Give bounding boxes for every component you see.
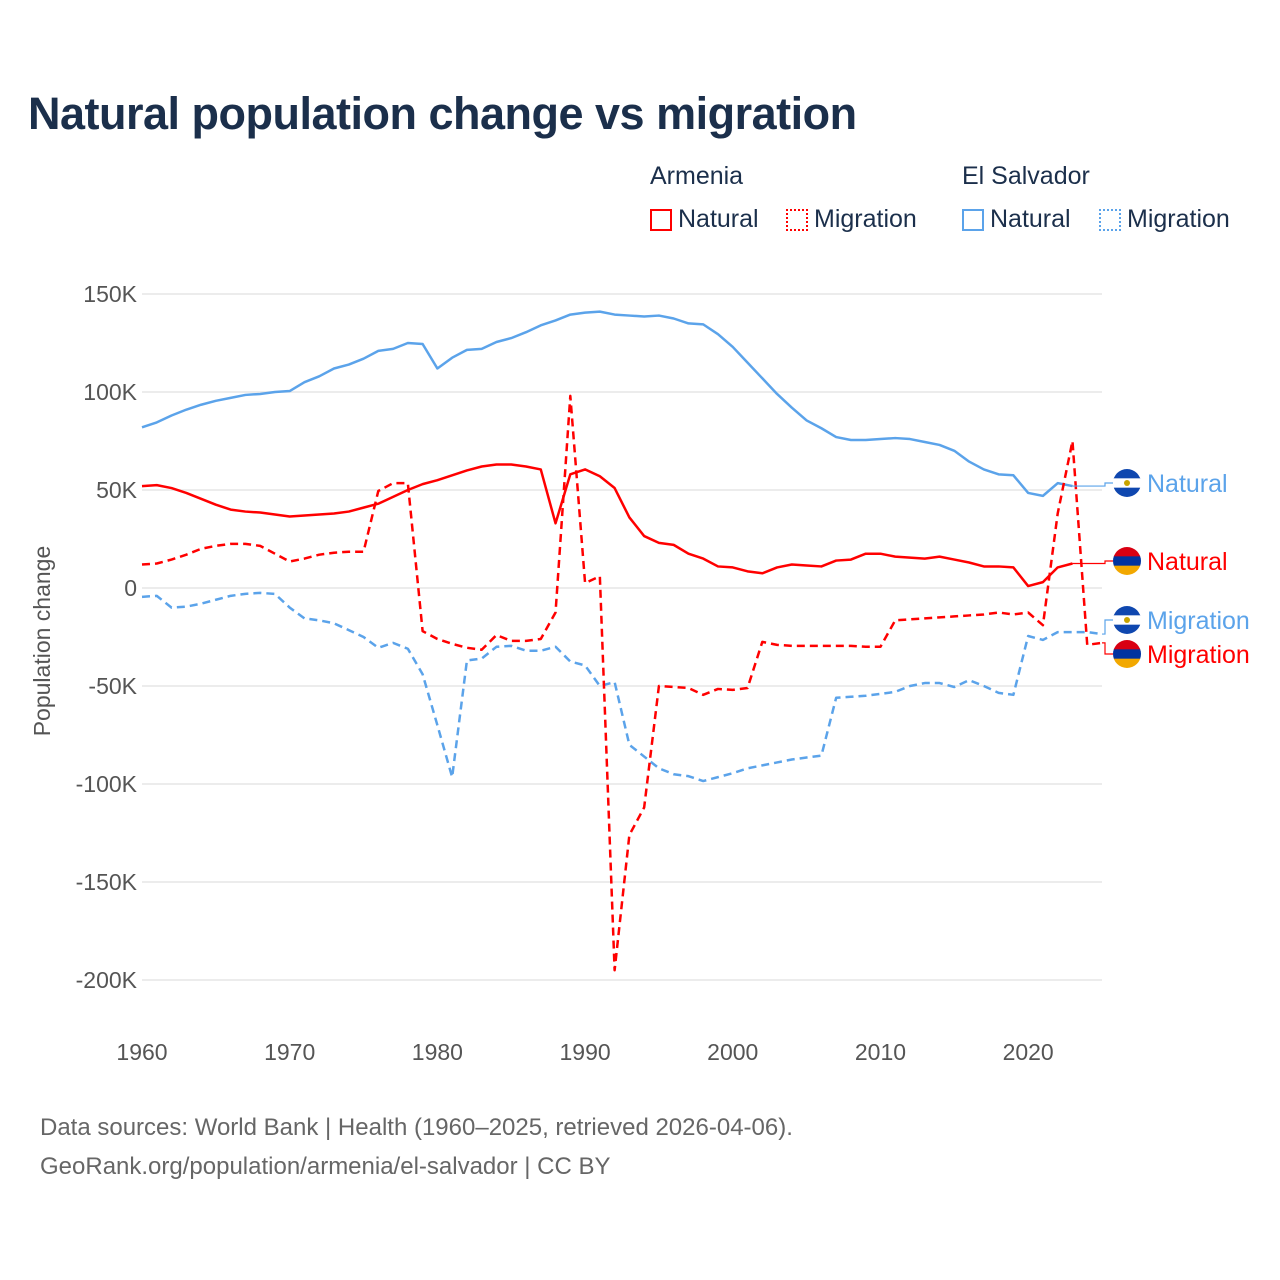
y-axis-ticks: 150K 100K 50K 0 -50K -100K -150K -200K [76, 281, 138, 993]
legend-armenia-natural[interactable]: Natural [650, 205, 759, 234]
end-label: Natural [1147, 470, 1228, 498]
x-tick-label: 2010 [855, 1039, 906, 1065]
y-axis-label: Population change [29, 546, 55, 737]
series-lines [141, 310, 1103, 972]
armenia-flag-icon [1113, 547, 1141, 575]
x-tick-label: 2000 [707, 1039, 758, 1065]
el-salvador-flag-icon [1113, 606, 1141, 634]
armenia-flag-icon [1113, 640, 1141, 668]
x-tick-label: 2020 [1003, 1039, 1054, 1065]
label-connector [1072, 560, 1113, 565]
legend-label: Migration [814, 205, 917, 233]
y-tick-label: -100K [76, 771, 138, 797]
source-link[interactable]: GeoRank.org/population/armenia/el-salvad… [40, 1153, 611, 1180]
y-tick-label: -200K [76, 967, 138, 993]
y-tick-label: 100K [83, 379, 137, 405]
y-tick-label: 50K [96, 477, 138, 503]
legend-group-el-salvador: El Salvador [962, 162, 1090, 190]
legend-el-salvador-migration[interactable]: Migration [1099, 205, 1230, 234]
series-line-el-salvador-migration[interactable] [141, 591, 1103, 783]
end-label: Migration [1147, 641, 1250, 669]
el-salvador-flag-icon [1113, 469, 1141, 497]
chart-title: Natural population change vs migration [28, 88, 857, 139]
x-tick-label: 1960 [116, 1039, 167, 1065]
y-tick-label: -50K [88, 673, 137, 699]
end-label: Natural [1147, 548, 1228, 576]
legend-group-armenia: Armenia [650, 162, 744, 190]
end-labels: Natural Natural Migration Migration [1072, 469, 1250, 669]
label-connector [1102, 619, 1113, 635]
legend-swatch-solid [962, 208, 984, 231]
x-tick-label: 1970 [264, 1039, 315, 1065]
y-tick-label: 150K [83, 281, 137, 307]
gridlines [142, 293, 1102, 981]
legend-swatch-solid [650, 208, 672, 231]
end-label: Migration [1147, 607, 1250, 635]
legend-label: Natural [990, 205, 1071, 233]
label-connector [1072, 482, 1113, 487]
footer: Data sources: World Bank | Health (1960–… [40, 1108, 793, 1186]
series-line-el-salvador-natural[interactable] [141, 310, 1073, 498]
legend-swatch-dotted [1099, 208, 1121, 231]
legend-el-salvador-natural[interactable]: Natural [962, 205, 1071, 234]
legend-label: Natural [678, 205, 759, 233]
series-line-armenia-migration[interactable] [141, 394, 1103, 972]
x-tick-label: 1980 [412, 1039, 463, 1065]
series-line-armenia-natural[interactable] [141, 463, 1073, 588]
legend-label: Migration [1127, 205, 1230, 233]
legend-armenia-migration[interactable]: Migration [786, 205, 917, 234]
label-connector [1102, 642, 1113, 655]
legend-swatch-dotted [786, 208, 808, 231]
y-tick-label: -150K [76, 869, 138, 895]
x-tick-label: 1990 [559, 1039, 610, 1065]
y-tick-label: 0 [124, 575, 137, 601]
x-axis-ticks: 1960 1970 1980 1990 2000 2010 2020 [116, 1039, 1053, 1065]
data-source-text: Data sources: World Bank | Health (1960–… [40, 1114, 793, 1141]
